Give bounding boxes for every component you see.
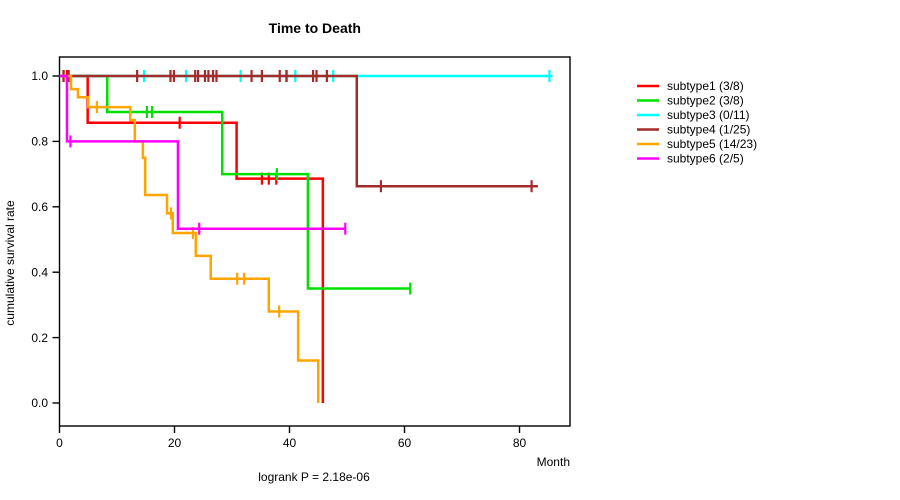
- censor-marks-subtype4: [62, 70, 533, 193]
- legend-label: subtype5 (14/23): [667, 137, 757, 151]
- x-tick-label: 0: [56, 436, 63, 450]
- legend-label: subtype1 (3/8): [667, 79, 744, 93]
- y-axis-ticks: 0.0 0.2 0.4 0.6 0.8 1.0: [31, 69, 60, 410]
- series-subtype6: [59, 74, 347, 235]
- x-tick-label: 60: [398, 436, 412, 450]
- legend-label: subtype6 (2/5): [667, 152, 744, 166]
- y-tick-label: 1.0: [31, 69, 48, 83]
- legend-label: subtype4 (1/25): [667, 123, 750, 137]
- legend-item-subtype4: subtype4 (1/25): [637, 123, 750, 137]
- x-tick-label: 80: [513, 436, 527, 450]
- x-axis-label: Month: [537, 455, 570, 469]
- logrank-annotation: logrank P = 2.18e-06: [258, 470, 370, 484]
- censor-marks-subtype1: [62, 70, 278, 185]
- series-subtype2: [59, 74, 412, 295]
- survival-curve-subtype2: [59, 74, 411, 290]
- survival-curve-subtype4: [59, 74, 538, 188]
- legend-item-subtype6: subtype6 (2/5): [637, 152, 744, 166]
- y-tick-label: 0.0: [31, 396, 48, 410]
- legend-item-subtype2: subtype2 (3/8): [637, 94, 744, 108]
- chart-title: Time to Death: [269, 20, 361, 36]
- survival-curves-layer: [59, 70, 553, 403]
- x-tick-label: 20: [168, 436, 182, 450]
- plot-box: [58, 56, 571, 427]
- censor-marks-subtype6: [69, 135, 347, 235]
- y-tick-label: 0.8: [31, 135, 48, 149]
- y-tick-label: 0.4: [31, 265, 48, 279]
- legend-item-subtype1: subtype1 (3/8): [637, 79, 744, 93]
- survival-curve-subtype6: [59, 74, 346, 230]
- legend-label: subtype2 (3/8): [667, 94, 744, 108]
- y-tick-label: 0.2: [31, 331, 48, 345]
- y-tick-label: 0.6: [31, 200, 48, 214]
- legend: subtype1 (3/8)subtype2 (3/8)subtype3 (0/…: [637, 79, 757, 166]
- y-axis-label: cumulative survival rate: [3, 200, 17, 326]
- x-tick-label: 40: [283, 436, 297, 450]
- censor-marks-subtype2: [145, 105, 412, 295]
- legend-item-subtype3: subtype3 (0/11): [637, 108, 750, 122]
- legend-label: subtype3 (0/11): [667, 108, 750, 122]
- series-subtype5: [59, 74, 320, 403]
- censor-marks-subtype5: [95, 101, 281, 318]
- legend-item-subtype5: subtype5 (14/23): [637, 137, 757, 151]
- survival-curve-subtype5: [59, 74, 320, 403]
- survival-curve-subtype1: [59, 74, 325, 403]
- series-subtype1: [59, 70, 325, 403]
- x-axis-ticks: 0 20 40 60 80: [56, 426, 526, 450]
- series-subtype4: [59, 70, 538, 193]
